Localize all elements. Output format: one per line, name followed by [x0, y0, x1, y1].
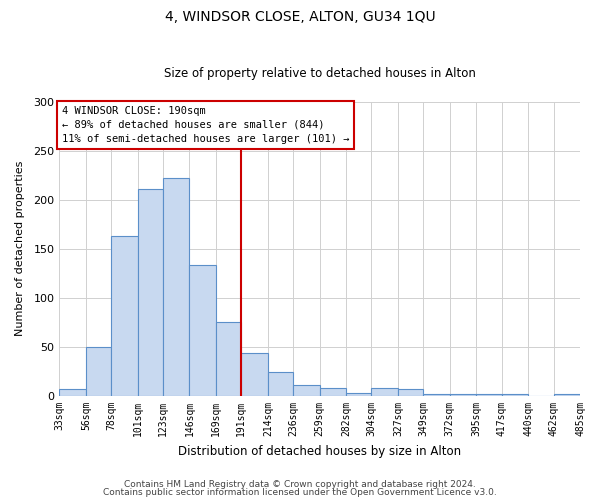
Bar: [59, 389, 86, 396]
Bar: [86, 347, 111, 396]
Bar: [450, 394, 476, 396]
Bar: [554, 394, 580, 396]
Bar: [346, 393, 371, 396]
X-axis label: Distribution of detached houses by size in Alton: Distribution of detached houses by size …: [178, 444, 461, 458]
Bar: [216, 322, 241, 396]
Text: 4 WINDSOR CLOSE: 190sqm
← 89% of detached houses are smaller (844)
11% of semi-d: 4 WINDSOR CLOSE: 190sqm ← 89% of detache…: [62, 106, 349, 144]
Bar: [190, 266, 216, 396]
Bar: [371, 388, 398, 396]
Bar: [398, 389, 424, 396]
Title: Size of property relative to detached houses in Alton: Size of property relative to detached ho…: [164, 66, 476, 80]
Bar: [424, 394, 450, 396]
Text: 4, WINDSOR CLOSE, ALTON, GU34 1QU: 4, WINDSOR CLOSE, ALTON, GU34 1QU: [164, 10, 436, 24]
Bar: [502, 394, 528, 396]
Bar: [476, 394, 502, 396]
Bar: [137, 189, 163, 396]
Bar: [163, 178, 190, 396]
Bar: [320, 388, 346, 396]
Text: Contains HM Land Registry data © Crown copyright and database right 2024.: Contains HM Land Registry data © Crown c…: [124, 480, 476, 489]
Bar: [241, 353, 268, 396]
Text: Contains public sector information licensed under the Open Government Licence v3: Contains public sector information licen…: [103, 488, 497, 497]
Y-axis label: Number of detached properties: Number of detached properties: [15, 161, 25, 336]
Bar: [111, 236, 137, 396]
Bar: [268, 372, 293, 396]
Bar: [293, 386, 320, 396]
